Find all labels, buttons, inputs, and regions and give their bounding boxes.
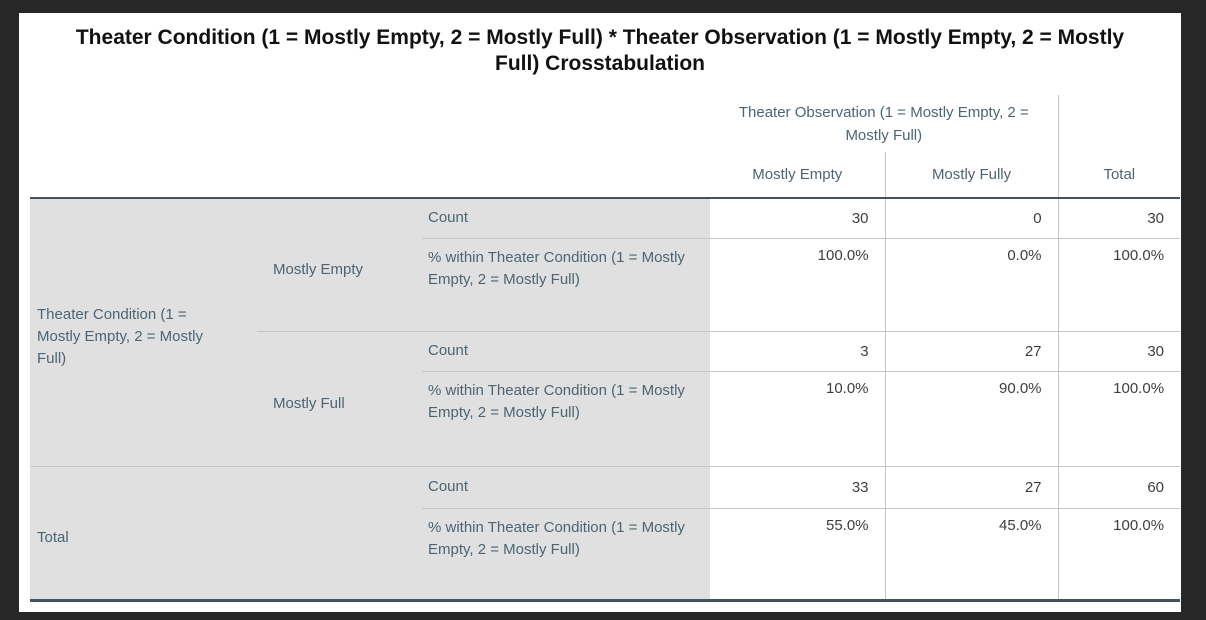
column-header-row: Mostly Empty Mostly Fully Total xyxy=(30,152,1181,199)
col-header-mostly-fully: Mostly Fully xyxy=(884,152,1059,199)
cell-value: 60 xyxy=(1057,465,1181,509)
cell-value: 10.0% xyxy=(825,379,869,397)
row-category-mostly-empty: Mostly Empty xyxy=(257,198,422,331)
header-spacer xyxy=(30,152,711,199)
cell-value: 27 xyxy=(884,465,1059,509)
spss-output-panel: Theater Condition (1 = Mostly Empty, 2 =… xyxy=(19,13,1181,612)
row-category-mostly-full: Mostly Full xyxy=(257,330,422,466)
total-column-header-spacer xyxy=(1057,95,1181,152)
cell-value: 33 xyxy=(710,465,886,509)
cell-value: 30 xyxy=(1057,330,1181,372)
cell-value: 30 xyxy=(1057,198,1181,239)
cell-value: 55.0% xyxy=(825,516,869,534)
column-group-header-row: Theater Observation (1 = Mostly Empty, 2… xyxy=(30,95,1181,152)
cell-value: 0 xyxy=(884,198,1059,239)
column-group-header: Theater Observation (1 = Mostly Empty, 2… xyxy=(738,103,1029,144)
table-title-text: Theater Condition (1 = Mostly Empty, 2 =… xyxy=(75,26,1125,75)
cell-value: 100.0% xyxy=(1057,371,1181,466)
stat-label-pct-within: % within Theater Condition (1 = Mostly E… xyxy=(422,508,711,600)
cell-value: 45.0% xyxy=(884,508,1059,600)
row-dimension-label: Theater Condition (1 = Mostly Empty, 2 =… xyxy=(30,198,257,466)
cell-value: 100.0% xyxy=(1057,508,1181,600)
crosstab-table: Theater Observation (1 = Mostly Empty, 2… xyxy=(30,95,1181,602)
table-title: Theater Condition (1 = Mostly Empty, 2 =… xyxy=(19,13,1181,95)
cell-value: 30 xyxy=(710,198,886,239)
cell-value: 90.0% xyxy=(884,371,1059,466)
stat-label-pct-within: % within Theater Condition (1 = Mostly E… xyxy=(422,371,711,466)
cell-value: 0.0% xyxy=(884,238,1059,331)
stat-label-count: Count xyxy=(422,465,711,509)
header-spacer xyxy=(30,95,710,152)
table-row: Total Count 33 27 60 xyxy=(30,465,1181,600)
cell-value: 27 xyxy=(884,330,1059,372)
stat-label-pct-within: % within Theater Condition (1 = Mostly E… xyxy=(422,238,711,331)
col-header-total: Total xyxy=(1057,152,1181,199)
table-row: % within Theater Condition (1 = Mostly E… xyxy=(30,508,1181,600)
table-row: % within Theater Condition (1 = Mostly E… xyxy=(30,371,1181,466)
table-row: % within Theater Condition (1 = Mostly E… xyxy=(30,238,1181,331)
table-row: Mostly Full Count 3 27 30 xyxy=(30,330,1181,466)
cell-value: 3 xyxy=(710,330,886,372)
cell-value: 100.0% xyxy=(817,246,869,264)
col-header-mostly-empty: Mostly Empty xyxy=(710,152,886,199)
total-row-label: Total xyxy=(30,465,422,600)
stat-label-count: Count xyxy=(422,330,711,372)
stat-label-count: Count xyxy=(422,198,711,239)
table-row: Theater Condition (1 = Mostly Empty, 2 =… xyxy=(30,198,1181,466)
cell-value: 100.0% xyxy=(1057,238,1181,331)
